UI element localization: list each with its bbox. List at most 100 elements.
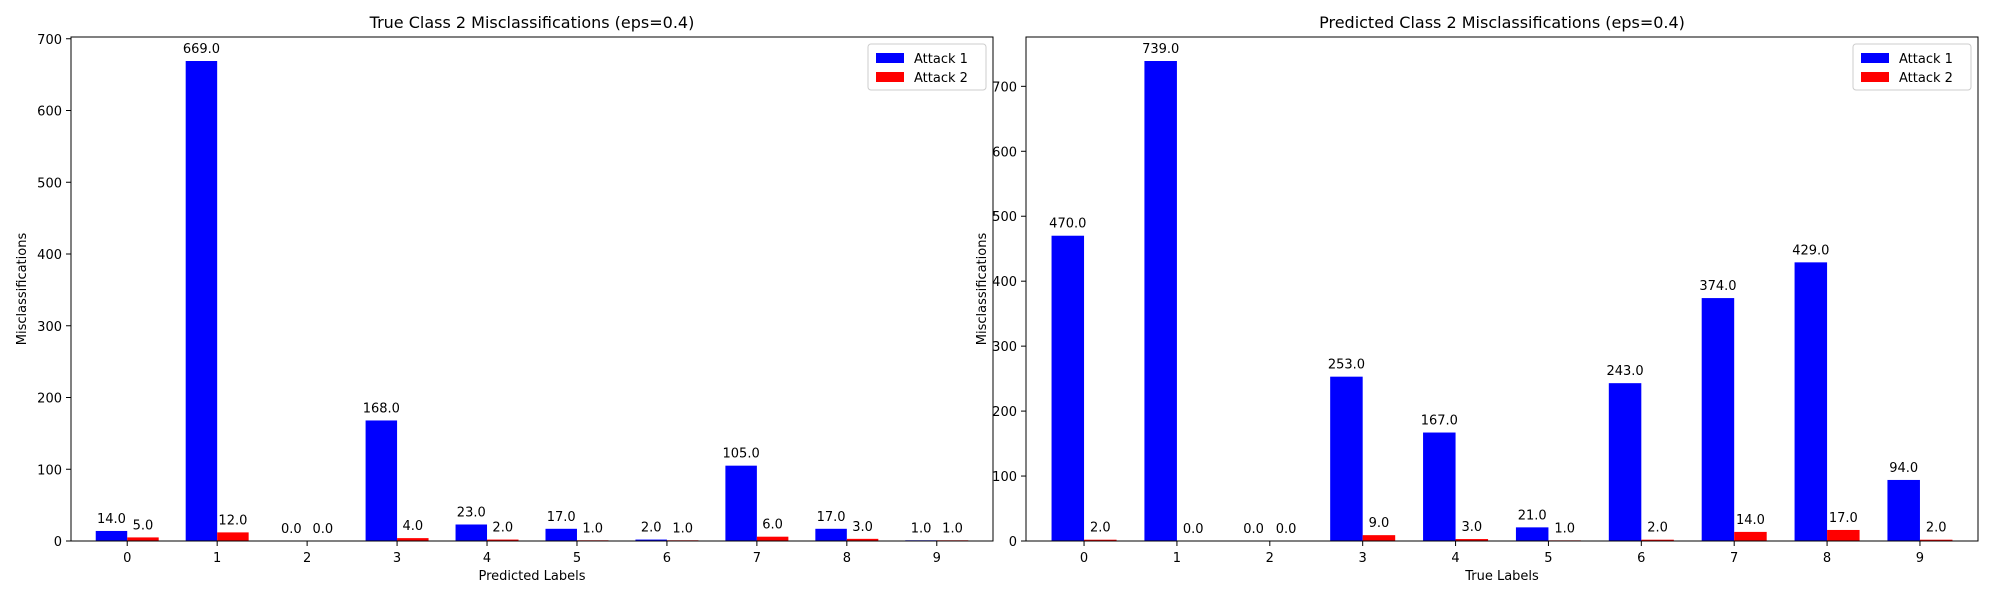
data-label-attack-1-1: 739.0 (1142, 42, 1179, 57)
data-label-attack-2-0: 5.0 (133, 518, 154, 533)
y-tick-label: 600 (992, 145, 1017, 160)
bar-attack-2-4[interactable] (487, 539, 519, 541)
x-tick-label: 5 (573, 551, 581, 566)
x-axis-label: Predicted Labels (478, 569, 585, 584)
data-label-attack-1-4: 23.0 (457, 505, 486, 520)
bar-attack-2-9[interactable] (1919, 539, 1953, 541)
bar-attack-1-3[interactable] (1330, 376, 1363, 541)
bar-attack-1-0[interactable] (95, 530, 128, 541)
y-tick-label: 500 (992, 210, 1017, 225)
data-label-attack-2-9: 2.0 (1926, 521, 1947, 536)
data-label-attack-1-9: 1.0 (911, 521, 932, 536)
data-label-attack-2-2: 0.0 (1276, 522, 1297, 537)
bar-attack-1-1[interactable] (185, 61, 218, 541)
bar-attack-2-0[interactable] (1084, 539, 1117, 541)
data-label-attack-1-6: 2.0 (641, 521, 662, 536)
data-label-attack-1-7: 374.0 (1699, 279, 1736, 294)
bar-attack-2-8[interactable] (1827, 529, 1860, 541)
bar-attack-2-6[interactable] (1641, 539, 1674, 541)
x-tick-label: 6 (663, 551, 671, 566)
bars (1051, 61, 1953, 541)
bar-attack-2-7[interactable] (1734, 531, 1767, 541)
legend-swatch-2 (876, 72, 904, 82)
bar-attack-1-4[interactable] (455, 524, 488, 541)
y-tick-label: 200 (992, 405, 1017, 420)
data-labels: 470.0 739.0 0.0 253.0 167.0 21.0 243.0 374.0 429… (1049, 42, 1946, 537)
data-label-attack-1-2: 0.0 (281, 522, 302, 537)
x-tick-label: 2 (303, 551, 311, 566)
data-label-attack-1-1: 669.0 (183, 42, 220, 57)
legend: Attack 1 Attack 2 (867, 43, 987, 91)
y-axis: 0 100 200 300 400 500 600 700 Misclassifications (15, 33, 71, 550)
data-label-attack-2-1: 0.0 (1183, 522, 1204, 537)
bar-attack-1-6[interactable] (635, 539, 667, 541)
bar-attack-1-8[interactable] (815, 528, 847, 541)
x-tick-label: 6 (1637, 551, 1645, 566)
bar-attack-2-0[interactable] (127, 537, 159, 541)
bar-attack-1-8[interactable] (1794, 262, 1828, 541)
y-tick-label: 600 (37, 105, 62, 120)
bar-attack-1-9[interactable] (1887, 479, 1920, 541)
bar-attack-2-7[interactable] (756, 536, 789, 541)
y-tick-label: 300 (992, 340, 1017, 355)
bar-attack-2-4[interactable] (1455, 539, 1489, 541)
legend-label-1: Attack 1 (914, 52, 968, 67)
bar-attack-1-1[interactable] (1144, 61, 1177, 541)
x-tick-label: 3 (1359, 551, 1367, 566)
y-axis-label: Misclassifications (15, 233, 30, 346)
x-tick-label: 0 (123, 551, 131, 566)
y-tick-label: 100 (992, 470, 1017, 485)
legend-label-1: Attack 1 (1899, 52, 1953, 67)
data-label-attack-2-3: 4.0 (402, 519, 423, 534)
data-label-attack-2-5: 1.0 (1554, 521, 1575, 536)
data-label-attack-2-0: 2.0 (1090, 521, 1111, 536)
x-tick-label: 9 (1916, 551, 1924, 566)
data-label-attack-2-5: 1.0 (582, 521, 603, 536)
bar-attack-2-3[interactable] (1362, 535, 1396, 541)
data-label-attack-1-0: 14.0 (97, 512, 126, 527)
bar-attack-1-5[interactable] (545, 528, 577, 541)
data-label-attack-1-8: 429.0 (1792, 243, 1829, 258)
data-label-attack-1-3: 253.0 (1328, 358, 1365, 373)
data-label-attack-2-7: 14.0 (1736, 513, 1765, 528)
x-tick-label: 4 (1451, 551, 1459, 566)
y-tick-label: 400 (37, 248, 62, 263)
data-label-attack-2-8: 17.0 (1829, 511, 1858, 526)
bar-attack-1-6[interactable] (1608, 383, 1642, 541)
x-tick-label: 1 (1173, 551, 1181, 566)
plot-frame (70, 36, 994, 542)
data-label-attack-1-3: 168.0 (363, 401, 400, 416)
data-label-attack-2-6: 2.0 (1647, 521, 1668, 536)
chart-1: True Class 2 Misclassifications (eps=0.4… (15, 13, 994, 584)
data-label-attack-2-6: 1.0 (672, 521, 693, 536)
bar-attack-1-4[interactable] (1423, 432, 1456, 541)
bar-attack-1-3[interactable] (365, 420, 398, 541)
bar-attack-1-7[interactable] (1701, 298, 1735, 541)
bar-attack-1-7[interactable] (725, 465, 757, 541)
bar-attack-2-3[interactable] (397, 538, 429, 541)
chart-title: Predicted Class 2 Misclassifications (ep… (1319, 13, 1685, 32)
x-tick-label: 7 (1730, 551, 1738, 566)
legend-swatch-1 (1861, 53, 1889, 63)
data-label-attack-2-7: 6.0 (762, 518, 783, 533)
data-label-attack-2-4: 2.0 (492, 521, 513, 536)
bar-attack-2-1[interactable] (217, 532, 249, 541)
y-axis-label: Misclassifications (975, 233, 990, 346)
y-tick-label: 0 (1009, 535, 1017, 550)
x-tick-label: 2 (1266, 551, 1274, 566)
x-axis-label: True Labels (1464, 569, 1539, 584)
data-label-attack-1-9: 94.0 (1889, 461, 1918, 476)
plot-frame (1025, 36, 1979, 542)
data-label-attack-1-4: 167.0 (1421, 414, 1458, 429)
legend-swatch-1 (876, 53, 904, 63)
bar-attack-1-5[interactable] (1515, 527, 1549, 541)
x-tick-label: 8 (1823, 551, 1831, 566)
bar-attack-2-8[interactable] (846, 538, 879, 541)
data-label-attack-1-2: 0.0 (1243, 522, 1264, 537)
y-tick-label: 400 (992, 275, 1017, 290)
bar-attack-1-0[interactable] (1051, 235, 1085, 541)
bars (95, 61, 969, 541)
chart-2: Predicted Class 2 Misclassifications (ep… (975, 13, 1979, 584)
y-tick-label: 0 (54, 535, 62, 550)
x-tick-label: 8 (843, 551, 851, 566)
